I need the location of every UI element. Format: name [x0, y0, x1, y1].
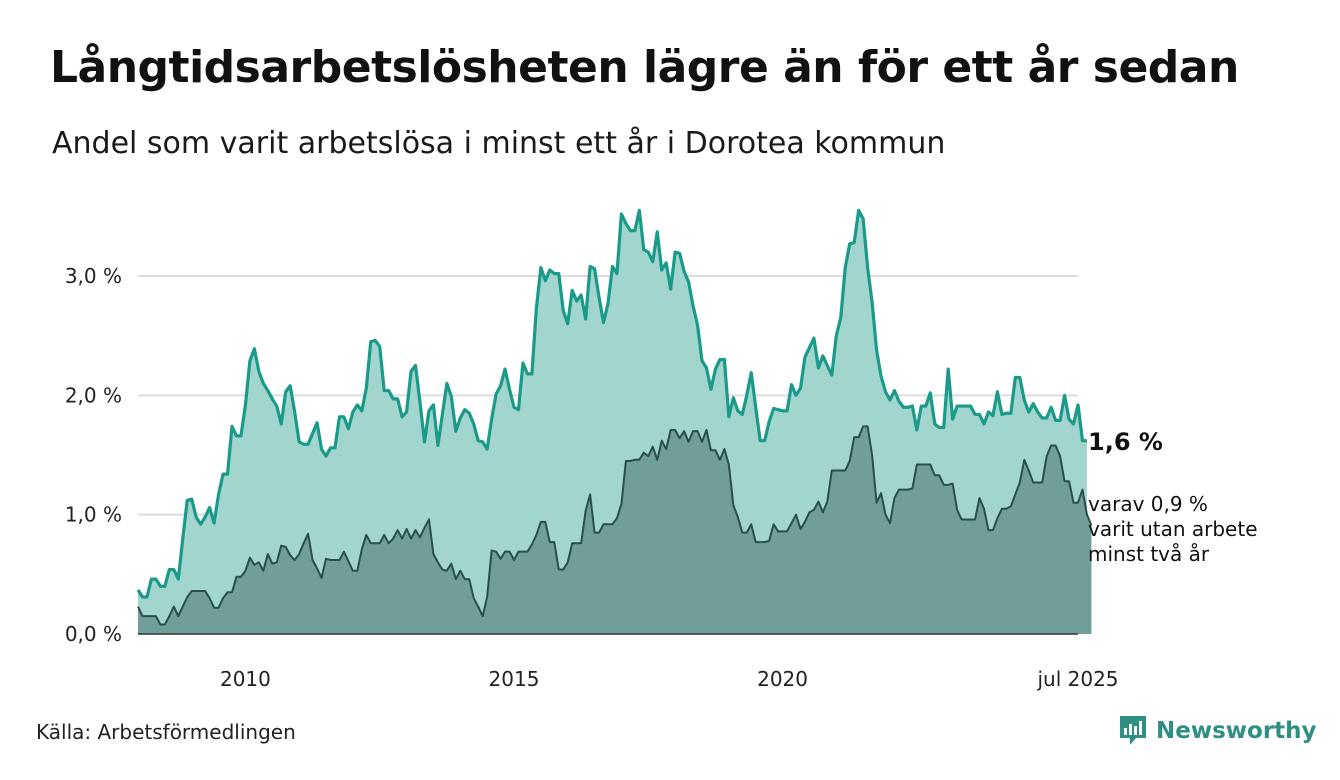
- x-tick-label: 2010: [220, 667, 271, 691]
- x-tick-label: 2015: [489, 667, 540, 691]
- source-note: Källa: Arbetsförmedlingen: [36, 720, 296, 744]
- x-tick-label: 2020: [757, 667, 808, 691]
- newsworthy-logo-icon: [1120, 716, 1146, 745]
- y-tick-label: 0,0 %: [65, 622, 122, 646]
- chart-title: Långtidsarbetslösheten lägre än för ett …: [50, 42, 1239, 93]
- x-tick-label: jul 2025: [1036, 667, 1118, 691]
- end-label-main: 1,6 %: [1088, 428, 1163, 456]
- series-line-minst-ett-ar: [136, 208, 1087, 599]
- series-line-minst-tva-ar: [137, 425, 1093, 626]
- chart-subtitle: Andel som varit arbetslösa i minst ett å…: [52, 126, 946, 161]
- brand-name: Newsworthy: [1156, 718, 1317, 744]
- y-tick-label: 3,0 %: [65, 264, 122, 288]
- axes: 0,0 % 1,0 % 2,0 % 3,0 % 2010 2015 2020 jul 2025: [65, 264, 1119, 691]
- end-label-sub-line: minst två år: [1088, 542, 1210, 566]
- data-areas: [136, 208, 1093, 634]
- y-tick-label: 1,0 %: [65, 503, 122, 527]
- series-area-minst-tva-ar: [138, 426, 1092, 634]
- end-label-sub-line: varav 0,9 %: [1088, 492, 1208, 516]
- brand-logo: Newsworthy: [1118, 714, 1317, 748]
- end-label-sub-line: varit utan arbete: [1088, 517, 1258, 541]
- y-tick-label: 2,0 %: [65, 383, 122, 407]
